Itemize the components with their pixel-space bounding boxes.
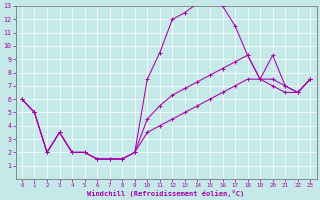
X-axis label: Windchill (Refroidissement éolien,°C): Windchill (Refroidissement éolien,°C) xyxy=(87,190,245,197)
